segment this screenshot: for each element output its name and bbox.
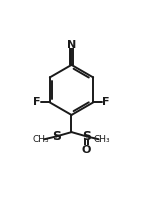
Text: O: O bbox=[82, 145, 91, 155]
Text: S: S bbox=[82, 130, 91, 143]
Text: CH₃: CH₃ bbox=[94, 135, 111, 144]
Text: S: S bbox=[52, 130, 61, 143]
Text: N: N bbox=[67, 40, 76, 50]
Text: CH₃: CH₃ bbox=[32, 135, 49, 144]
Text: F: F bbox=[33, 98, 41, 107]
Text: F: F bbox=[102, 98, 110, 107]
